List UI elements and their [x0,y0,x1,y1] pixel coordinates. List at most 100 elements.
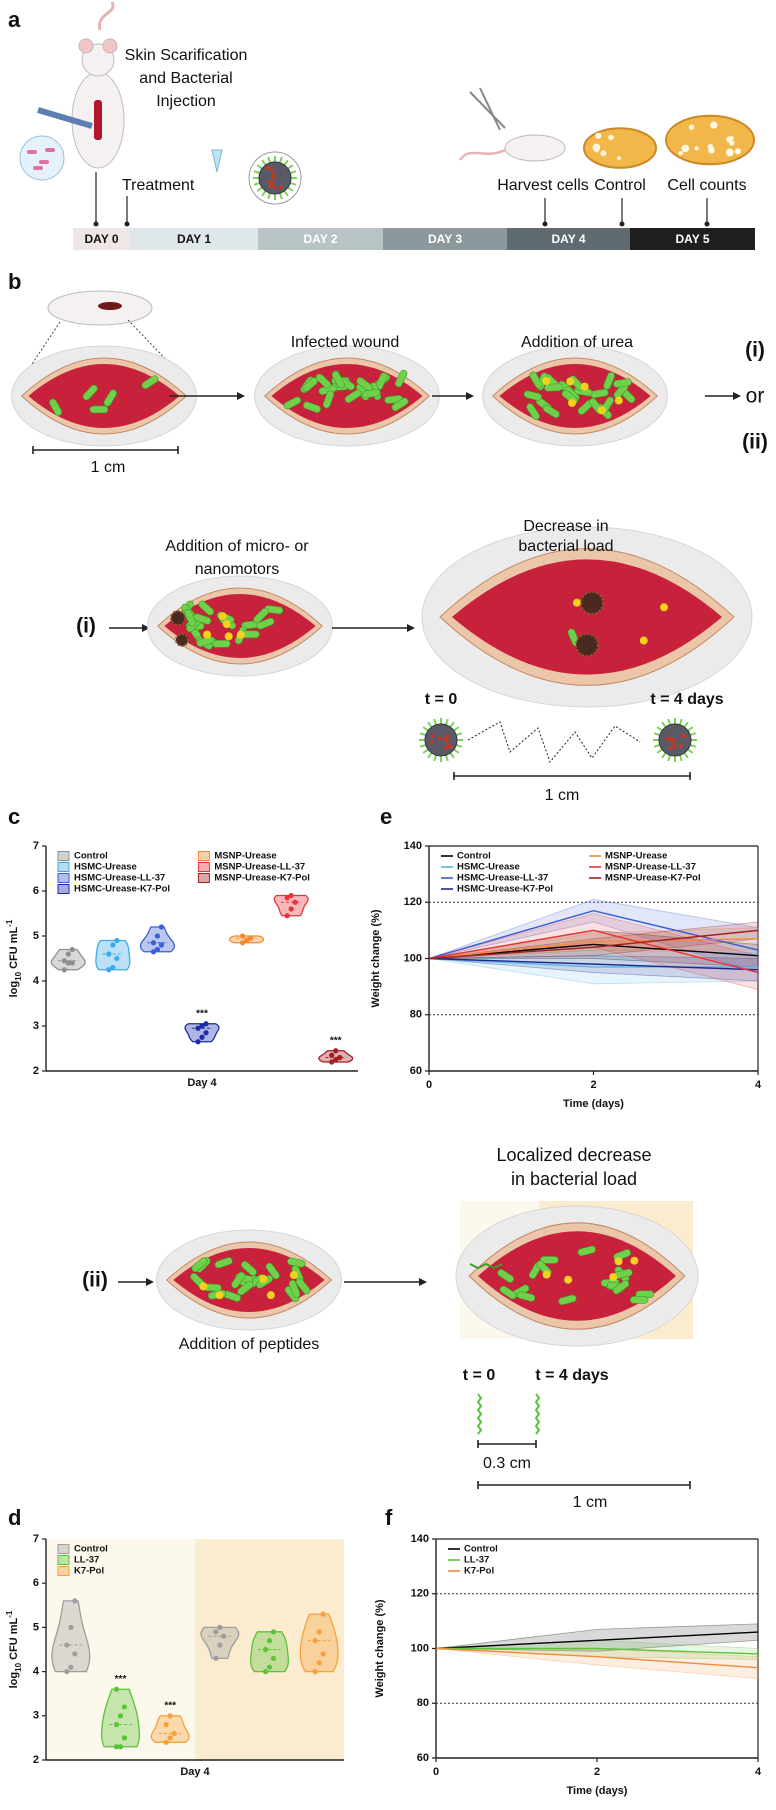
violin [51,1600,91,1673]
data-point [114,937,120,944]
colony [608,134,614,141]
data-point [288,892,294,899]
bacterium [499,1285,517,1300]
colony [694,146,699,151]
data-point [266,1638,273,1644]
motor-dot [678,743,683,748]
bacterium [315,373,332,389]
motor [175,633,189,647]
colony [710,121,718,129]
bacterium [577,1245,596,1257]
bacterium [193,613,212,625]
bacterium [391,397,409,412]
data-point [203,1021,209,1027]
x-tick-label: 0 [426,1079,432,1091]
colony [681,144,690,153]
timeline-label: DAY 1 [177,232,211,246]
data-point [316,1660,322,1666]
motor [580,591,604,615]
rat-tail [98,1,115,31]
y-tick-label: 120 [411,1588,429,1600]
data-point [110,964,116,971]
legend-label: K7-Pol [464,1566,494,1577]
y-tick-label: 100 [404,952,422,964]
legend-label: HSMC-Urease-K7-Pol [74,884,170,895]
urea [542,1270,551,1279]
y-tick-label: 140 [411,1533,429,1545]
y-tick-label: 7 [33,840,39,852]
legend-swatch [57,1555,70,1565]
option-label: (ii) [82,1269,108,1292]
timeline-label: DAY 2 [303,232,337,246]
data-point [288,906,294,912]
urea [224,632,233,641]
urea [542,377,551,386]
bacteria-inset [19,135,65,181]
bacterium [288,1279,301,1298]
data-line [428,909,759,960]
data-point [270,1655,277,1661]
injury [98,302,122,310]
time-label: t = 4 days [535,1367,608,1384]
legend-label: HSMC-Urease-LL-37 [457,873,548,884]
legend-swatch [57,884,70,894]
motor-dot [265,166,270,171]
bacterium [214,1257,233,1269]
legend-label: HSMC-Urease-LL-37 [74,873,165,884]
bacterium [191,1257,208,1273]
motor-dot [444,746,449,751]
step-label: Infected wound [291,334,400,351]
timeline-segment [73,228,130,250]
bacterium [362,388,381,399]
step-label: Decrease in [523,518,608,535]
step-label: Addition of urea [521,334,633,351]
legend-swatch [197,873,210,883]
data-point [333,1048,339,1054]
arrowhead [237,392,245,400]
rat-tail [458,148,506,161]
y-axis-label-part: CFU mL [8,1617,20,1663]
panel-label: c [8,804,20,829]
petri-dish [583,127,657,169]
y-axis-label-part: 10 [14,971,23,980]
colony [678,150,683,156]
y-tick-label: 7 [33,1533,39,1545]
motor-dot [268,184,273,189]
data-point [195,1039,201,1045]
bacterium [529,371,543,389]
data-point [284,895,290,901]
urea [218,612,227,621]
data-point [72,1598,78,1604]
motor-dot [666,737,671,742]
y-tick-label: 60 [410,1065,422,1077]
data-point [121,1735,128,1741]
arrowhead [142,624,150,632]
step-label: Addition of peptides [179,1336,320,1353]
urea [580,382,589,391]
data-point [221,1633,227,1639]
data-point [68,1624,74,1630]
legend-label: Control [74,1544,108,1555]
data-point [113,1722,120,1728]
pointer-dot [542,221,548,227]
data-point [113,1744,120,1750]
timeline-label: DAY 0 [84,232,118,246]
urea [639,636,648,645]
motor-dot [670,741,675,746]
syringe [37,107,93,129]
colony [616,156,622,161]
data-point [247,935,254,941]
data-point [106,967,112,973]
data-point [167,1713,173,1719]
data-point [195,1025,201,1031]
data-line [428,943,759,960]
time-label: t = 0 [463,1367,496,1384]
urea [564,1275,573,1284]
background-band [46,1539,195,1760]
data-point [337,1054,343,1061]
x-tick-label: 4 [755,1079,762,1091]
colony [595,132,602,139]
motor-dot [668,746,673,751]
data-point [117,1713,124,1719]
step-label: Harvest cells [497,177,589,194]
